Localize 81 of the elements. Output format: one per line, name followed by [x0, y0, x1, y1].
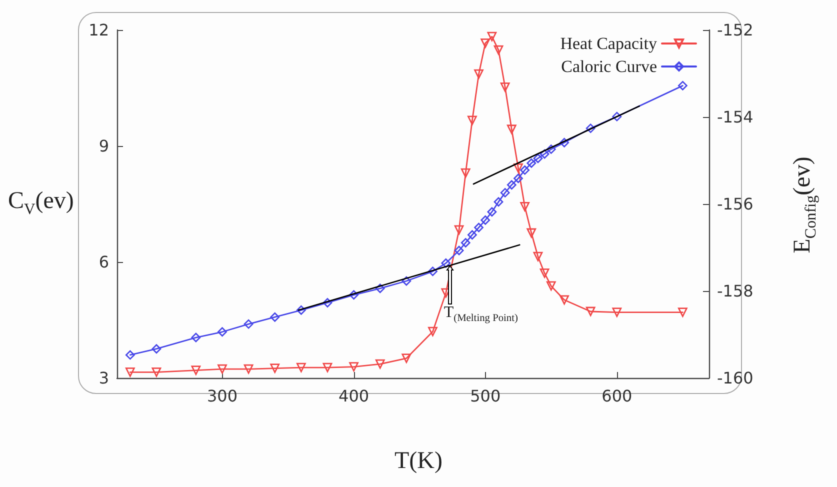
- x-axis-title: T(K): [394, 448, 444, 475]
- x-tick-label: 600: [602, 386, 632, 406]
- point: [402, 276, 412, 286]
- x-tick-label: 400: [338, 386, 370, 406]
- point: [474, 69, 484, 79]
- point: [526, 228, 536, 238]
- point: [500, 82, 510, 92]
- point: [191, 366, 201, 375]
- point: [487, 207, 497, 217]
- point: [520, 202, 530, 212]
- point: [546, 144, 556, 154]
- point: [612, 308, 622, 317]
- point: [533, 252, 543, 262]
- point: [526, 158, 536, 168]
- point: [546, 281, 556, 291]
- point: [244, 319, 254, 329]
- point: [468, 230, 477, 240]
- point: [375, 359, 385, 369]
- point: [428, 266, 438, 276]
- point: [349, 362, 358, 372]
- point: [494, 45, 504, 55]
- y2-tick-label: -156: [717, 194, 754, 214]
- point: [441, 258, 451, 268]
- y-axis-title: C$_{V}$(ev): [8, 188, 74, 219]
- y2-tick-label: -160: [717, 368, 754, 388]
- point: [480, 38, 490, 48]
- y-tick-label: 12: [88, 20, 109, 40]
- point: [540, 268, 550, 278]
- point: [218, 364, 227, 374]
- point: [375, 284, 385, 294]
- point: [586, 124, 596, 134]
- point: [349, 290, 358, 300]
- point: [460, 238, 470, 248]
- y2-tick-label: -158: [717, 282, 754, 300]
- point: [152, 344, 162, 354]
- y-tick-label: 6: [98, 252, 109, 272]
- point: [500, 188, 510, 198]
- point: [514, 174, 523, 184]
- point: [454, 225, 464, 235]
- point: [402, 354, 412, 363]
- point: [270, 364, 280, 374]
- point: [514, 163, 523, 173]
- point: [540, 149, 550, 159]
- y-tick-label: 9: [98, 136, 109, 156]
- x-tick-label: 300: [206, 386, 238, 406]
- point: [125, 368, 135, 377]
- point: [322, 298, 332, 308]
- y2-tick-label: -152: [717, 20, 754, 40]
- point: [296, 305, 306, 315]
- point: [487, 32, 497, 42]
- legend-label: Heat Capacity: [560, 34, 658, 53]
- point: [533, 154, 543, 164]
- point: [678, 80, 688, 90]
- y-tick-label: 3: [98, 368, 109, 388]
- point: [428, 326, 438, 336]
- point: [191, 332, 201, 342]
- point: [152, 368, 162, 377]
- point: [125, 350, 135, 360]
- point: [506, 180, 516, 190]
- point: [494, 197, 504, 207]
- point: [560, 295, 569, 305]
- x-tick-label: 500: [470, 386, 501, 406]
- point: [454, 246, 464, 256]
- point: [474, 222, 484, 232]
- point: [480, 215, 490, 225]
- point: [678, 308, 688, 317]
- legend-label: Caloric Curve: [561, 57, 657, 76]
- point: [244, 364, 254, 374]
- y2-tick-label: -154: [717, 108, 754, 126]
- annotation: T$_{(Melting Point)}$: [444, 304, 518, 324]
- point: [612, 112, 622, 122]
- point: [270, 312, 280, 322]
- point: [218, 327, 227, 337]
- point: [322, 362, 332, 372]
- point: [296, 362, 306, 372]
- point: [560, 138, 569, 148]
- point: [520, 165, 530, 175]
- point: [468, 116, 477, 126]
- point: [506, 124, 516, 134]
- point: [460, 168, 470, 178]
- point: [586, 306, 596, 316]
